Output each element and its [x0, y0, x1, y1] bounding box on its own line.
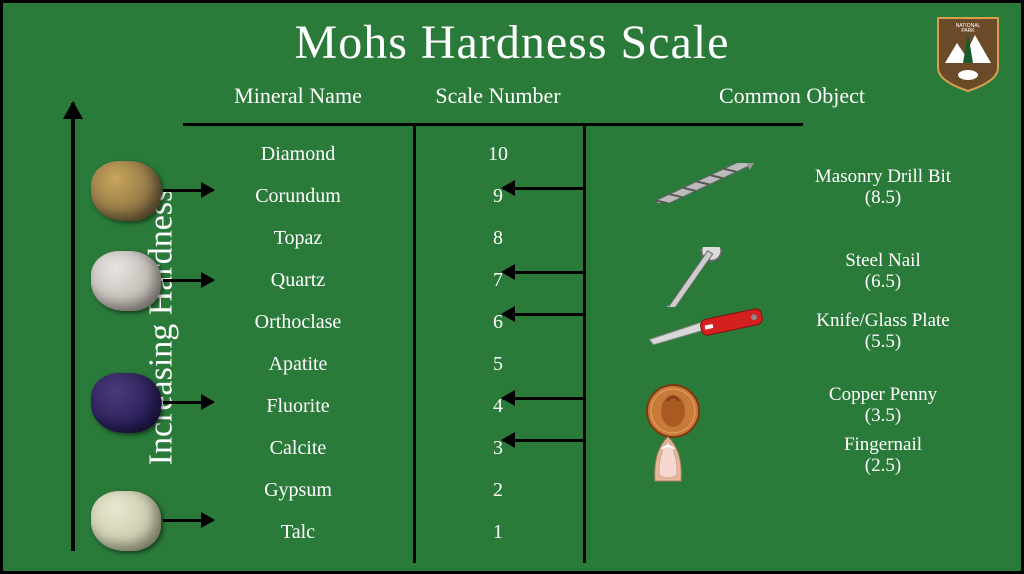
- mineral-name: Diamond: [183, 143, 413, 166]
- mineral-name: Topaz: [183, 227, 413, 250]
- object-name: Fingernail: [844, 434, 922, 455]
- object-label: Fingernail(2.5): [783, 435, 983, 477]
- mineral-row: Diamond10: [183, 133, 583, 175]
- knife-icon: [643, 307, 773, 352]
- object-arrow-icon: [503, 313, 585, 316]
- object-value: (2.5): [783, 456, 983, 477]
- mineral-row: Talc1: [183, 511, 583, 553]
- mineral-row: Quartz7: [183, 259, 583, 301]
- object-name: Knife/Glass Plate: [816, 310, 950, 331]
- object-label: Steel Nail(6.5): [783, 251, 983, 293]
- chart-area: Increasing Hardness Mineral Name Scale N…: [3, 83, 1021, 571]
- scale-number: 10: [413, 143, 583, 166]
- object-arrow-icon: [503, 187, 585, 190]
- header-common: Common Object: [583, 83, 1001, 123]
- mineral-name: Quartz: [183, 269, 413, 292]
- scale-number: 2: [413, 479, 583, 502]
- mineral-sample-icon: [91, 161, 161, 221]
- y-axis-arrow-icon: [71, 103, 75, 551]
- mineral-name: Orthoclase: [183, 311, 413, 334]
- object-label: Copper Penny(3.5): [783, 385, 983, 427]
- header-scale: Scale Number: [413, 83, 583, 123]
- scale-number: 1: [413, 521, 583, 544]
- mineral-name: Apatite: [183, 353, 413, 376]
- mineral-sample-icon: [91, 373, 161, 433]
- object-name: Steel Nail: [845, 250, 920, 271]
- object-value: (6.5): [783, 272, 983, 293]
- object-value: (3.5): [783, 406, 983, 427]
- mineral-name: Calcite: [183, 437, 413, 460]
- column-headers: Mineral Name Scale Number Common Object: [183, 83, 1001, 123]
- object-name: Copper Penny: [829, 384, 937, 405]
- sample-arrow-icon: [163, 279, 213, 282]
- mineral-row: Corundum9: [183, 175, 583, 217]
- mineral-name: Fluorite: [183, 395, 413, 418]
- mineral-row: Apatite5: [183, 343, 583, 385]
- scale-number: 8: [413, 227, 583, 250]
- mineral-row: Calcite3: [183, 427, 583, 469]
- sample-arrow-icon: [163, 519, 213, 522]
- object-arrow-icon: [503, 439, 585, 442]
- drill-bit-icon: [643, 163, 763, 208]
- mineral-name: Talc: [183, 521, 413, 544]
- mineral-sample-icon: [91, 491, 161, 551]
- object-value: (8.5): [783, 188, 983, 209]
- mineral-row: Orthoclase6: [183, 301, 583, 343]
- scale-number: 5: [413, 353, 583, 376]
- mineral-name: Gypsum: [183, 479, 413, 502]
- object-label: Knife/Glass Plate(5.5): [783, 311, 983, 353]
- sample-arrow-icon: [163, 401, 213, 404]
- object-arrow-icon: [503, 397, 585, 400]
- sample-arrow-icon: [163, 189, 213, 192]
- page-title: Mohs Hardness Scale: [3, 3, 1021, 70]
- mineral-rows: Diamond10Corundum9Topaz8Quartz7Orthoclas…: [183, 133, 583, 553]
- nps-badge-icon: NATIONAL PARK: [933, 13, 1003, 93]
- object-arrow-icon: [503, 271, 585, 274]
- header-mineral: Mineral Name: [183, 83, 413, 123]
- mineral-row: Gypsum2: [183, 469, 583, 511]
- fingernail-icon: [643, 431, 693, 491]
- mineral-sample-icon: [91, 251, 161, 311]
- object-value: (5.5): [783, 332, 983, 353]
- nail-icon: [643, 247, 743, 312]
- mineral-row: Fluorite4: [183, 385, 583, 427]
- mineral-name: Corundum: [183, 185, 413, 208]
- header-rule: [183, 123, 803, 126]
- svg-text:PARK: PARK: [961, 28, 975, 34]
- object-label: Masonry Drill Bit(8.5): [783, 167, 983, 209]
- object-name: Masonry Drill Bit: [815, 166, 951, 187]
- mineral-row: Topaz8: [183, 217, 583, 259]
